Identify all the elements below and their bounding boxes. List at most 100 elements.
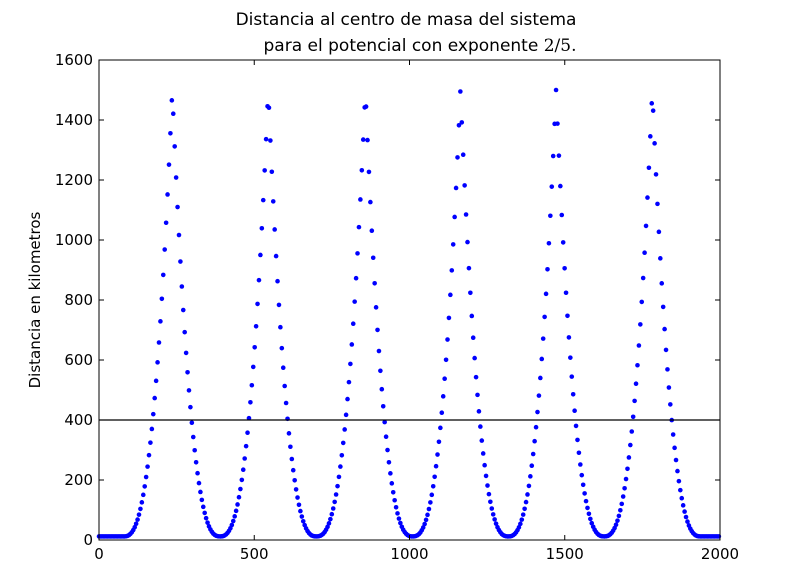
data-point [286,431,292,436]
data-point [355,251,360,256]
data-point [270,199,276,204]
data-point [459,120,465,125]
data-point [473,374,479,380]
data-point [229,522,235,528]
data-point [232,514,237,519]
data-point [358,197,363,202]
data-point [455,155,460,160]
data-point [250,364,256,370]
data-point [395,511,400,516]
data-points [96,87,722,539]
data-point [398,520,403,526]
chart-title-line2-math: 2/5. [544,36,577,56]
data-point [569,374,575,379]
x-tick-label: 1000 [390,545,428,563]
data-point [550,153,556,159]
data-point [466,265,472,271]
data-point [239,477,245,483]
data-point [632,398,637,404]
data-point [273,253,279,259]
y-tick-label: 400 [64,411,93,429]
data-point [295,495,300,500]
axis-ticks: 0 500 1000 1500 2000 0 200 400 600 800 1000 1200 140… [55,51,739,563]
data-point [245,430,250,436]
data-point [633,381,639,387]
data-point [555,121,560,126]
data-point [342,427,347,432]
data-point [486,491,492,497]
data-point [396,516,402,521]
data-point [352,299,357,304]
data-point [365,137,370,143]
data-point [328,516,333,522]
y-tick-label: 800 [64,291,93,309]
data-point [490,512,496,517]
data-point [672,445,677,451]
data-point [255,301,260,307]
data-point [142,484,148,489]
data-point [333,492,339,497]
data-point [442,376,447,382]
data-point [368,199,373,205]
data-point [145,464,150,469]
x-tick-label: 0 [94,545,104,563]
data-point [288,444,293,450]
data-point [338,464,343,469]
data-point [230,518,236,524]
y-tick-label: 600 [64,351,93,369]
data-point [582,491,587,496]
data-point [332,499,337,505]
data-point [299,514,305,519]
data-point [562,266,567,271]
data-point [380,404,386,409]
data-point [356,224,362,230]
data-point [363,104,369,109]
data-point [345,396,350,402]
data-point [252,344,257,350]
data-point [448,292,453,298]
data-point [272,227,277,232]
data-point [492,517,497,522]
data-point [369,228,375,234]
data-point [339,452,345,458]
data-point [158,319,163,324]
data-point [619,501,625,507]
chart-title-line2: para el potencial con exponente 2/5. [264,36,577,56]
data-point [375,327,380,333]
data-point [566,335,572,340]
data-point [549,184,555,189]
data-point [453,185,459,191]
data-point [429,492,435,498]
y-axis-label: Distancia en kilometros [26,211,44,388]
data-point [642,250,647,256]
data-point [489,506,495,511]
data-point [253,323,259,329]
data-point [383,434,389,439]
data-point [462,183,467,188]
data-point [579,472,585,478]
data-point [675,468,680,474]
chart-title-line1: Distancia al centro de masa del sistema [236,10,577,30]
data-point [475,392,480,398]
data-point [646,165,652,171]
data-point [519,517,525,522]
data-point [589,520,595,526]
data-point [643,223,649,229]
data-point [626,455,632,460]
data-point [616,513,622,519]
data-point [329,511,335,517]
y-tick-label: 1200 [55,171,93,189]
data-point [525,492,530,497]
data-point [485,483,490,488]
data-point [179,284,185,289]
y-tick-label: 1600 [55,51,93,69]
data-point [493,521,499,526]
data-point [625,466,630,472]
data-point [538,375,543,381]
data-point [660,304,666,310]
data-point [565,313,570,319]
data-point [469,313,475,319]
data-point [393,504,399,510]
data-point [480,451,486,456]
